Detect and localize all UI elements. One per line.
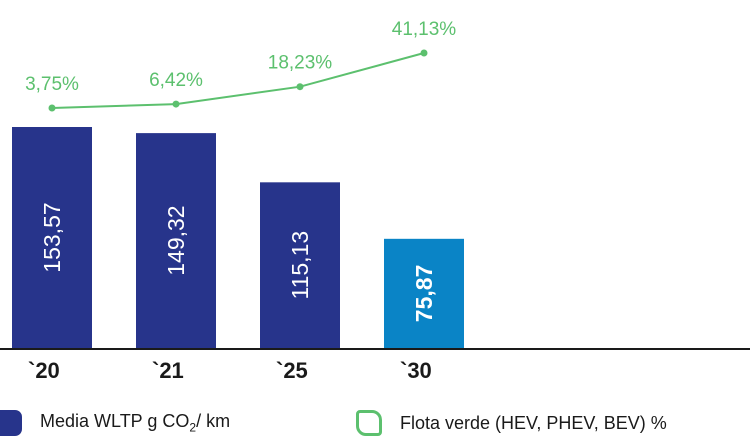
line-value-label-1: 6,42%	[149, 70, 203, 91]
legend: Media WLTP g CO2/ km Flota verde (HEV, P…	[0, 406, 750, 440]
legend-line-swatch	[356, 410, 382, 436]
line-point-3	[420, 49, 428, 57]
bar-1	[136, 133, 216, 348]
category-labels: `20 `21 `25 `30	[28, 358, 432, 383]
bar-2	[260, 182, 340, 348]
bar-value-label-3: 75,87	[411, 265, 437, 323]
line-value-label-2: 18,23%	[268, 53, 333, 74]
line-series-group: 3,75% 6,42% 18,23% 41,13%	[25, 19, 456, 112]
legend-item-line: Flota verde (HEV, PHEV, BEV) %	[356, 406, 667, 440]
legend-bar-swatch	[0, 410, 22, 436]
line-point-2	[296, 83, 304, 91]
line-series	[51, 52, 425, 109]
line-value-label-0: 3,75%	[25, 74, 79, 95]
chart: 153,57 149,32 115,13 75,87 `20 `21 `25 `30 3,7…	[0, 19, 750, 383]
legend-line-label: Flota verde (HEV, PHEV, BEV) %	[400, 412, 667, 433]
bar-value-label-2: 115,13	[287, 231, 313, 300]
line-value-label-3: 41,13%	[392, 19, 457, 40]
category-label-2: `25	[276, 358, 308, 383]
category-label-0: `20	[28, 358, 60, 383]
bar-0	[12, 127, 92, 348]
category-label-1: `21	[152, 358, 184, 383]
bars-group: 153,57 149,32 115,13 75,87	[12, 127, 464, 348]
legend-item-bar: Media WLTP g CO2/ km	[0, 406, 230, 440]
category-label-3: `30	[400, 358, 432, 383]
line-point-0	[48, 104, 56, 112]
bar-3	[384, 238, 464, 348]
bar-value-label-1: 149,32	[163, 205, 189, 275]
legend-bar-label: Media WLTP g CO2/ km	[40, 411, 231, 435]
bar-value-label-0: 153,57	[39, 202, 65, 272]
line-point-1	[172, 100, 180, 108]
